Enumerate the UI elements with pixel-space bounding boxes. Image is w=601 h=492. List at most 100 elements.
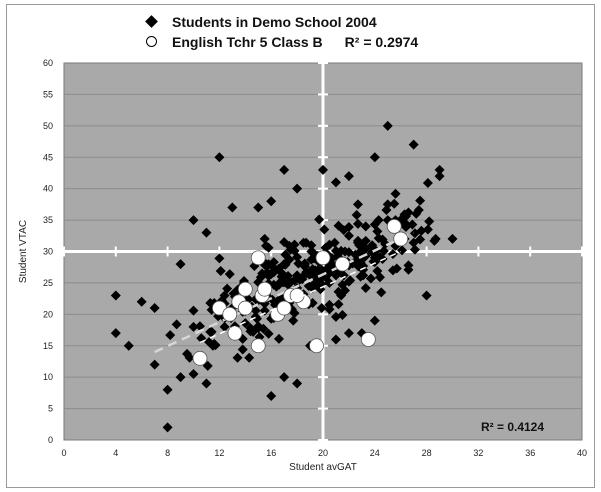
class-point <box>315 250 331 266</box>
class-point <box>335 256 350 272</box>
student-point <box>245 326 256 337</box>
class-point <box>237 300 253 316</box>
y-tick-label: 5 <box>48 404 53 414</box>
student-point <box>319 224 330 235</box>
class-point <box>393 231 409 247</box>
student-point <box>292 252 303 263</box>
student-point <box>214 152 225 163</box>
student-point <box>343 276 354 287</box>
x-tick-label: 16 <box>266 448 276 458</box>
legend-row-class: English Tchr 5 Class B R² = 0.2974 <box>146 34 418 50</box>
y-tick-label: 10 <box>43 372 53 382</box>
class-point <box>192 350 208 366</box>
student-point <box>165 330 176 341</box>
x-tick-label: 24 <box>370 448 380 458</box>
student-point <box>422 178 433 189</box>
x-tick-label: 28 <box>422 448 432 458</box>
student-point <box>214 253 225 264</box>
r2-annotation: R² = 0.4124 <box>481 420 544 434</box>
student-point <box>376 287 387 298</box>
student-point <box>434 164 445 175</box>
student-point <box>175 259 186 270</box>
student-point <box>205 326 216 337</box>
legend-label-class: English Tchr 5 Class B <box>172 34 323 50</box>
student-point <box>380 238 391 249</box>
student-point <box>354 259 365 270</box>
legend-row-students: Students in Demo School 2004 <box>145 14 377 30</box>
student-point <box>250 305 261 316</box>
trend-line-class <box>199 250 402 344</box>
student-point <box>360 282 371 293</box>
student-point <box>333 299 344 310</box>
student-point <box>306 240 317 251</box>
class-point <box>222 306 238 322</box>
student-point <box>373 215 384 226</box>
class-point <box>360 332 376 347</box>
series-class <box>192 218 409 366</box>
student-point <box>237 344 248 355</box>
legend-label-students: Students in Demo School 2004 <box>172 14 377 30</box>
student-point <box>123 340 134 351</box>
student-point <box>372 265 383 276</box>
student-point <box>352 199 363 210</box>
student-point <box>284 254 295 265</box>
student-point <box>253 202 264 213</box>
student-point <box>182 348 193 359</box>
y-axis-ticks: 0 5 10 15 20 25 30 35 40 45 50 55 60 <box>43 58 53 445</box>
class-point <box>250 250 266 266</box>
x-tick-label: 40 <box>577 448 587 458</box>
student-point <box>188 369 199 380</box>
y-tick-label: 25 <box>43 278 53 288</box>
student-point <box>257 268 268 279</box>
student-point <box>162 422 173 433</box>
student-point <box>240 318 251 329</box>
student-point <box>430 233 441 244</box>
student-point <box>310 279 321 290</box>
student-point <box>396 245 407 256</box>
student-point <box>369 315 380 326</box>
student-point <box>434 171 445 182</box>
class-point <box>386 218 402 234</box>
student-point <box>188 215 199 226</box>
student-point <box>352 235 363 246</box>
student-point <box>358 270 369 281</box>
student-point <box>266 196 277 207</box>
student-point <box>310 268 321 279</box>
student-point <box>171 319 182 330</box>
student-point <box>219 290 230 301</box>
y-tick-label: 0 <box>48 435 53 445</box>
x-tick-label: 0 <box>61 448 66 458</box>
class-point <box>257 281 273 297</box>
student-point <box>215 265 226 276</box>
student-point <box>298 237 309 248</box>
student-point <box>284 240 295 251</box>
student-point <box>175 372 186 383</box>
student-point <box>336 290 347 301</box>
scatter-chart: 0 4 8 12 16 20 24 28 32 36 40 0 5 10 15 20 25 30 35 40 45 50… <box>18 58 587 473</box>
student-point <box>447 233 458 244</box>
student-point <box>289 308 300 319</box>
class-point <box>276 300 292 316</box>
student-point <box>351 210 362 221</box>
student-point <box>421 290 432 301</box>
student-point <box>369 152 380 163</box>
x-axis-title: Student avGAT <box>289 462 357 473</box>
student-point <box>415 195 426 206</box>
student-point <box>258 323 269 334</box>
student-point <box>188 305 199 316</box>
student-point <box>149 303 160 314</box>
student-point <box>424 216 435 227</box>
y-tick-label: 20 <box>43 309 53 319</box>
x-axis-ticks: 0 4 8 12 16 20 24 28 32 36 40 <box>61 448 587 458</box>
circle-icon <box>146 36 157 47</box>
x-tick-label: 36 <box>525 448 535 458</box>
student-point <box>409 228 420 239</box>
x-tick-label: 8 <box>165 448 170 458</box>
student-point <box>343 171 354 182</box>
student-point <box>407 219 418 230</box>
student-point <box>201 227 212 238</box>
student-point <box>378 245 389 256</box>
student-point <box>259 233 270 244</box>
y-tick-label: 55 <box>43 89 53 99</box>
student-point <box>250 311 261 322</box>
